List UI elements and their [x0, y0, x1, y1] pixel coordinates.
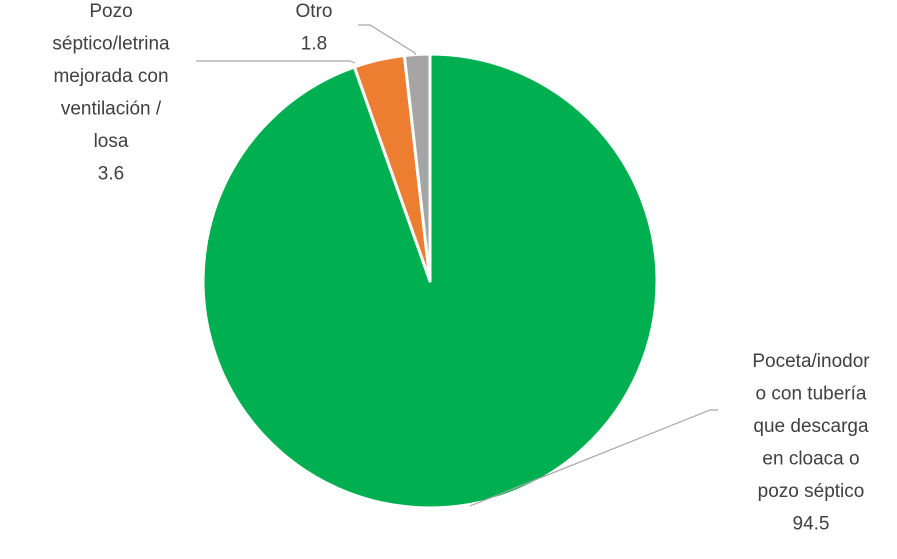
leader-lines: [196, 24, 718, 507]
leader-line-otro: [358, 24, 416, 55]
data-label-poceta-inodor: Poceta/inodor o con tubería que descarga en…: [752, 351, 870, 535]
data-label-line: en cloaca o: [762, 449, 859, 470]
data-label-line: losa: [94, 131, 129, 152]
pie-slices: [201, 52, 659, 510]
slice-poceta-inodor: [201, 52, 659, 510]
data-label-line: Otro: [296, 1, 333, 22]
data-label-value: 3.6: [98, 164, 124, 185]
data-label-line: Pozo: [89, 1, 132, 22]
data-label-line: séptico/letrina: [52, 34, 170, 55]
data-label-value: 1.8: [301, 34, 327, 55]
data-label-line: pozo séptico: [758, 481, 865, 502]
data-label-line: mejorada con: [53, 66, 168, 87]
data-label-pozo: Pozo séptico/letrina mejorada con ventilaci…: [52, 1, 170, 185]
data-label-line: que descarga: [753, 416, 869, 437]
data-label-line: ventilación /: [61, 99, 162, 120]
leader-line-poceta-inodor: [469, 409, 718, 507]
data-label-value: 94.5: [793, 514, 830, 535]
data-label-otro: Otro 1.8: [296, 1, 333, 55]
leader-line-pozo: [196, 60, 356, 64]
slice-otro: [402, 52, 432, 283]
data-label-line: Poceta/inodor: [752, 351, 870, 372]
data-label-line: o con tubería: [756, 384, 867, 405]
data-labels: Poceta/inodor o con tubería que descarga en…: [52, 1, 870, 535]
